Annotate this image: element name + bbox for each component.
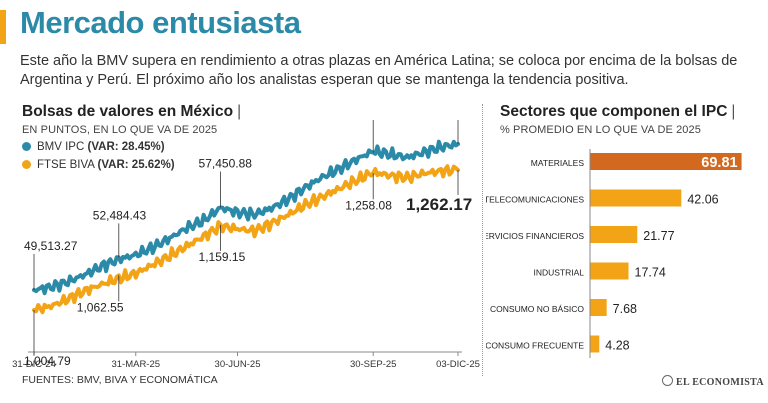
brand-icon [662, 375, 673, 386]
biva-label: 1,258.08 [345, 198, 392, 212]
bar [590, 299, 607, 316]
bar-value-label: 21.77 [643, 229, 674, 243]
bar-category-label: TELECOMUNICACIONES [486, 195, 584, 205]
brand-logo: EL ECONOMISTA [662, 375, 764, 388]
line-chart-subtitle: EN PUNTOS, EN LO QUE VA DE 2025 [22, 124, 218, 136]
bar-category-label: INDUSTRIAL [533, 268, 584, 278]
bar-category-label: SERVICIOS FINANCIEROS [486, 231, 584, 241]
line-chart-title: Bolsas de valores en México | [22, 103, 242, 120]
bar [590, 226, 638, 243]
source-note: FUENTES: BMV, BIVA Y ECONOMÁTICA [22, 374, 218, 386]
legend-item-biva: FTSE BIVA (VAR: 25.62%) [22, 159, 175, 171]
title-accent-bar [0, 10, 6, 44]
bar [590, 189, 682, 207]
bar [590, 335, 600, 353]
x-tick-label: 31-MAR-25 [111, 359, 160, 370]
legend-dot-biva [22, 160, 31, 169]
ipc-label: 57,450.88 [199, 157, 253, 171]
series-line-ipc [32, 139, 460, 296]
bar-category-label: CONSUMO FRECUENTE [486, 341, 584, 351]
bar-value-label: 69.81 [701, 155, 737, 171]
x-tick-label: 03-DIC-25 [436, 359, 480, 370]
biva-label: 1,062.55 [77, 300, 124, 314]
x-tick-label: 31-DIC-24 [12, 359, 56, 370]
bar-value-label: 4.28 [605, 339, 629, 353]
bar-value-label: 42.06 [687, 193, 718, 207]
section-divider [482, 104, 483, 376]
bar-category-label: MATERIALES [531, 158, 585, 168]
bar-chart-title: Sectores que componen el IPC | [500, 103, 736, 120]
bar-chart: MATERIALES 69.81 TELECOMUNICACIONES 42.06 SE… [486, 149, 742, 358]
x-tick-label: 30-JUN-25 [215, 359, 261, 370]
ipc-label: 52,484.43 [93, 208, 147, 222]
bar-value-label: 7.68 [613, 302, 637, 316]
bar [590, 153, 742, 170]
biva-label: 1,004.79 [24, 354, 71, 368]
legend-dot-ipc [22, 142, 31, 151]
page-subtitle: Este año la BMV supera en rendimiento a … [20, 53, 738, 88]
biva-label: 1,262.17 [406, 195, 472, 214]
page-title: Mercado entusiasta [20, 5, 301, 40]
legend-item-ipc: BMV IPC (VAR: 28.45%) [22, 141, 165, 153]
line-chart: 31-DIC-24 31-MAR-25 30-JUN-25 30-SEP-25 03-D… [12, 120, 480, 370]
bar-category-label: CONSUMO NO BÁSICO [490, 304, 584, 314]
bar-value-label: 17.74 [635, 266, 666, 280]
bar-chart-subtitle: % PROMEDIO EN LO QUE VA DE 2025 [500, 124, 701, 136]
x-tick-label: 30-SEP-25 [350, 359, 396, 370]
biva-label: 1,159.15 [199, 250, 246, 264]
series-line-biva [32, 164, 460, 315]
ipc-label: 49,513.27 [24, 239, 78, 253]
bar [590, 262, 629, 280]
